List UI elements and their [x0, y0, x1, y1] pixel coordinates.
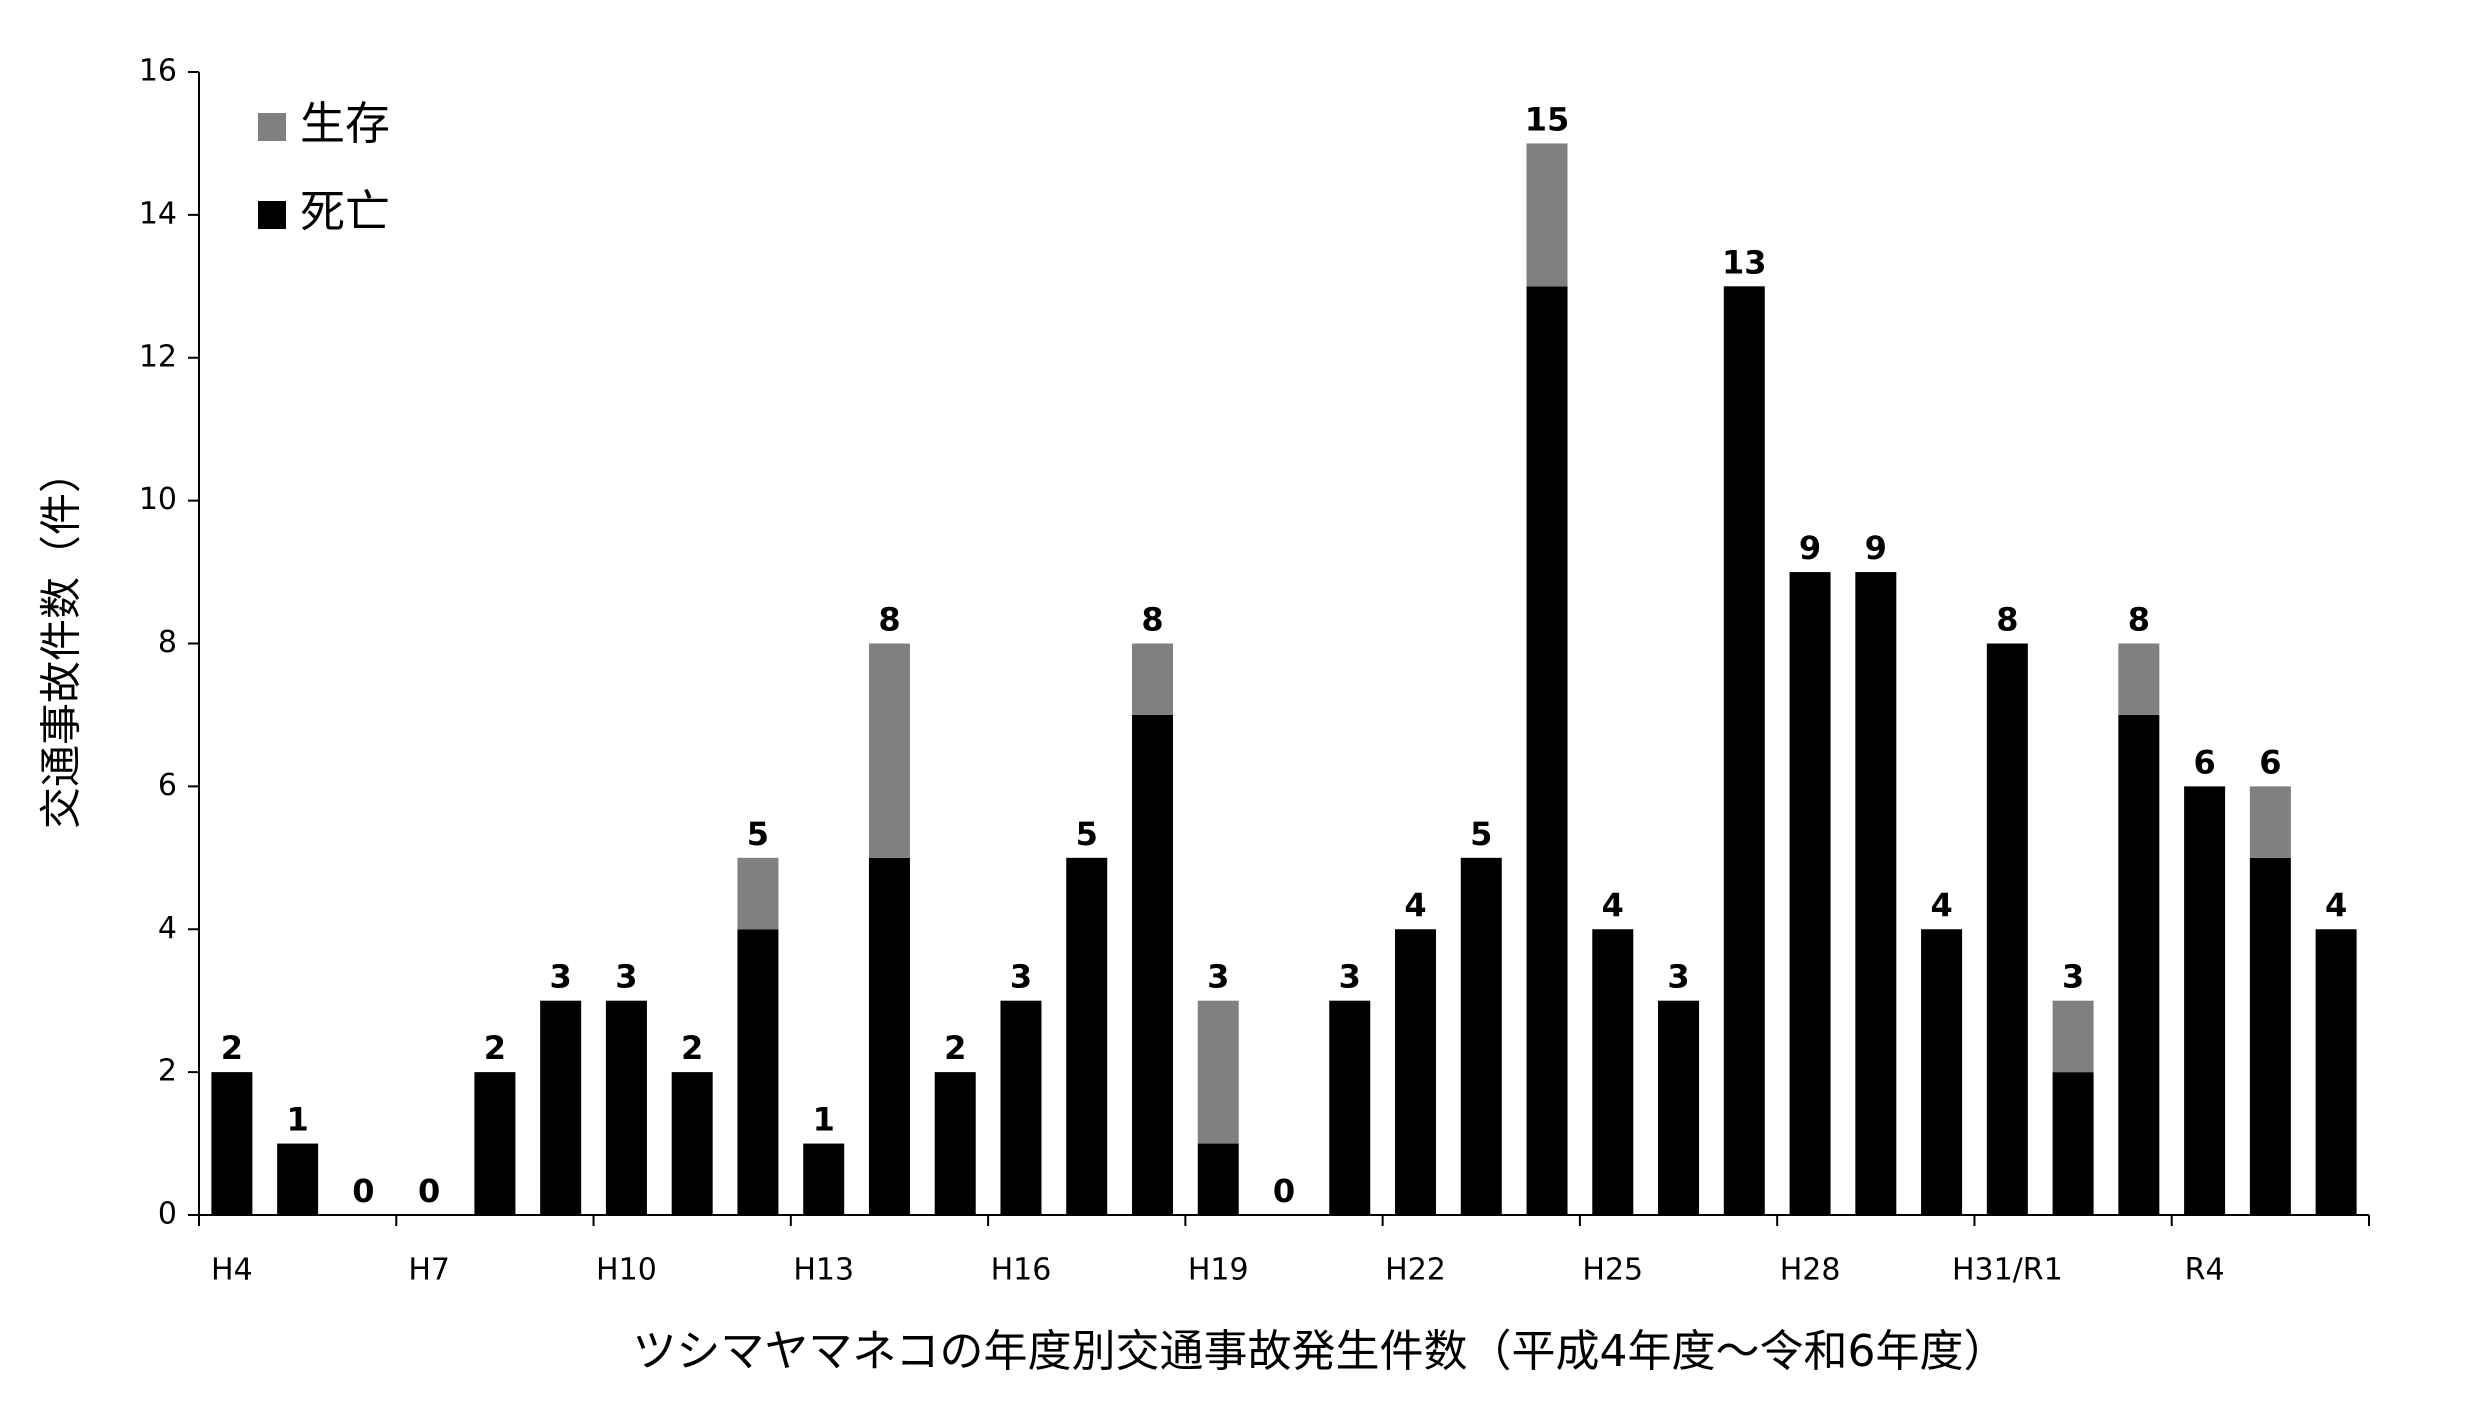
data-label: 4	[1930, 886, 1952, 924]
data-label: 0	[1273, 1172, 1295, 1210]
x-tick-label: H19	[1188, 1253, 1249, 1288]
x-tick-label: H4	[211, 1253, 253, 1288]
chart-title: ツシマヤマネコの年度別交通事故発生件数（平成4年度～令和6年度）	[632, 1326, 2007, 1377]
bar-segment	[1395, 929, 1437, 1215]
data-label: 13	[1722, 243, 1767, 281]
bar-segment	[474, 1072, 516, 1215]
data-label: 3	[1010, 958, 1032, 996]
bar-segment	[868, 857, 910, 1215]
bar-segment	[1592, 929, 1634, 1215]
bar-segment	[1066, 857, 1108, 1215]
y-tick-label: 10	[139, 482, 177, 517]
bar-segment	[1789, 572, 1831, 1215]
bar-segment	[1131, 714, 1173, 1215]
data-label: 3	[1207, 958, 1229, 996]
bar-segment	[1921, 929, 1963, 1215]
bar-segment	[1131, 643, 1173, 715]
bar-segment	[1723, 286, 1765, 1215]
y-tick-label: 8	[158, 625, 177, 660]
data-label: 4	[1404, 886, 1426, 924]
bar-segment	[803, 1143, 845, 1215]
legend-swatch	[258, 201, 286, 229]
x-tick-label: H13	[793, 1253, 854, 1288]
bar-segment	[2249, 786, 2291, 858]
data-label: 3	[2062, 958, 2084, 996]
data-label: 6	[2259, 743, 2281, 781]
y-tick-label: 2	[158, 1054, 177, 1089]
data-label: 0	[352, 1172, 374, 1210]
data-label: 8	[878, 601, 900, 639]
data-label: 3	[1339, 958, 1361, 996]
data-label: 6	[2193, 743, 2215, 781]
x-tick-label: H16	[991, 1253, 1052, 1288]
data-label: 2	[484, 1029, 506, 1067]
data-label: 1	[287, 1101, 309, 1139]
data-label: 3	[615, 958, 637, 996]
bar-segment	[1986, 643, 2028, 1215]
x-tick-label: H7	[408, 1253, 450, 1288]
y-tick-label: 0	[158, 1197, 177, 1232]
data-label: 9	[1799, 529, 1821, 567]
data-label: 0	[418, 1172, 440, 1210]
bar-segment	[1000, 1000, 1042, 1215]
y-tick-label: 16	[139, 54, 177, 89]
data-label: 8	[2128, 601, 2150, 639]
bar-segment	[2118, 643, 2160, 715]
bar-segment	[737, 857, 779, 930]
bar-segment	[1526, 143, 1568, 287]
bar-segment	[211, 1072, 253, 1215]
bar-segment	[934, 1072, 976, 1215]
data-label: 9	[1865, 529, 1887, 567]
y-axis-label: 交通事故件数（件）	[37, 451, 86, 829]
data-label: 5	[1076, 815, 1098, 853]
bar-segment	[2052, 1072, 2094, 1215]
x-tick-label: H25	[1582, 1253, 1643, 1288]
data-label: 1	[813, 1101, 835, 1139]
x-tick-label: H10	[596, 1253, 657, 1288]
bar-segment	[2249, 857, 2291, 1215]
bar-segment	[737, 929, 779, 1215]
data-label: 5	[747, 815, 769, 853]
data-label: 4	[2325, 886, 2347, 924]
y-tick-label: 6	[158, 768, 177, 803]
data-label: 3	[1667, 958, 1689, 996]
y-tick-label: 12	[139, 339, 177, 374]
data-label: 8	[1141, 601, 1163, 639]
data-label: 3	[550, 958, 572, 996]
bar-segment	[540, 1000, 582, 1215]
bar-segment	[1658, 1000, 1700, 1215]
bar-segment	[1460, 857, 1502, 1215]
data-label: 15	[1525, 100, 1570, 138]
bar-segment	[868, 643, 910, 858]
bar-segment	[1855, 572, 1897, 1215]
bar-segment	[2118, 714, 2160, 1215]
bar-segment	[2052, 1000, 2094, 1073]
legend-swatch	[258, 113, 286, 141]
legend-label: 生存	[300, 97, 390, 150]
data-label: 5	[1470, 815, 1492, 853]
bar-segment	[1197, 1143, 1239, 1215]
bar-segment	[1197, 1000, 1239, 1144]
bar-segment	[2315, 929, 2357, 1215]
x-tick-label: H31/R1	[1952, 1253, 2063, 1288]
x-tick-label: H28	[1780, 1253, 1841, 1288]
data-label: 4	[1602, 886, 1624, 924]
data-label: 8	[1996, 601, 2018, 639]
y-tick-label: 14	[139, 196, 177, 231]
bar-segment	[1526, 286, 1568, 1215]
y-tick-label: 4	[158, 911, 177, 946]
bar-segment	[2184, 786, 2226, 1215]
x-tick-label: H22	[1385, 1253, 1446, 1288]
bar-segment	[605, 1000, 647, 1215]
bar-segment	[671, 1072, 713, 1215]
data-label: 2	[221, 1029, 243, 1067]
data-label: 2	[681, 1029, 703, 1067]
x-tick-label: R4	[2185, 1253, 2225, 1288]
legend-label: 死亡	[300, 185, 390, 238]
bar-segment	[277, 1143, 319, 1215]
bar-segment	[1329, 1000, 1371, 1215]
data-label: 2	[944, 1029, 966, 1067]
